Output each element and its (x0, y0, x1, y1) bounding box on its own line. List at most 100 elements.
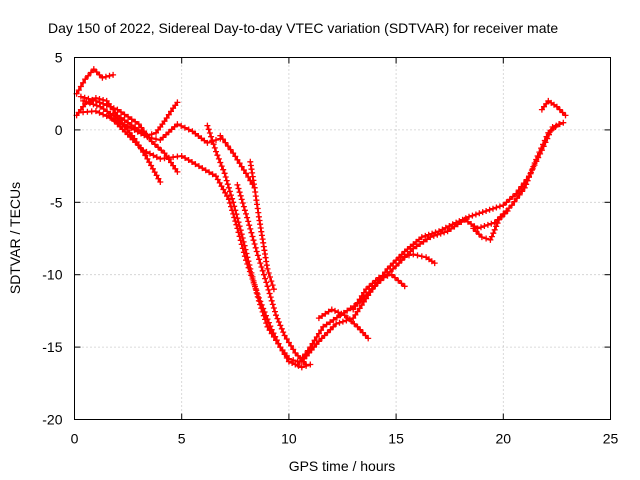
plus-marker (459, 216, 466, 223)
plus-marker (132, 118, 139, 125)
plus-marker (229, 195, 236, 202)
plus-marker (356, 305, 363, 312)
plus-marker (363, 295, 370, 302)
plus-marker (80, 97, 87, 104)
plus-marker (318, 327, 325, 334)
plus-marker (519, 188, 526, 195)
plus-marker (243, 250, 250, 257)
plus-marker (146, 159, 153, 166)
plus-marker (393, 263, 400, 269)
plus-marker (172, 165, 179, 172)
plus-marker (75, 87, 82, 94)
plus-marker (218, 163, 225, 170)
satellite-track-14 (350, 271, 408, 313)
plus-marker (252, 244, 259, 251)
y-tick-label: -10 (42, 267, 62, 283)
plus-marker (324, 329, 331, 336)
plus-marker (513, 190, 520, 197)
plus-marker (111, 118, 118, 125)
plus-marker (270, 305, 277, 311)
plus-marker (339, 318, 346, 325)
plus-marker (362, 332, 369, 339)
plus-marker (265, 286, 272, 293)
plus-marker (292, 349, 299, 356)
plus-marker (155, 144, 162, 151)
y-tick-label: -20 (42, 412, 62, 428)
plot-area-frame (74, 57, 611, 420)
plus-marker (257, 260, 264, 267)
plus-marker (289, 360, 296, 366)
plus-marker (556, 106, 563, 113)
plus-marker (493, 223, 500, 230)
plus-marker (246, 222, 253, 229)
plus-marker (449, 221, 456, 228)
plus-marker (226, 188, 233, 195)
plus-marker (224, 181, 231, 188)
plus-marker (478, 234, 485, 241)
plus-marker (488, 233, 495, 240)
plus-marker (327, 326, 334, 333)
plus-marker (484, 221, 491, 228)
plus-marker (178, 122, 185, 129)
plus-marker (260, 312, 267, 319)
plus-marker (356, 296, 363, 303)
plus-marker (118, 109, 124, 115)
plus-marker (453, 219, 460, 226)
plus-marker (97, 103, 104, 110)
plus-marker (195, 163, 202, 170)
plus-marker (222, 189, 229, 196)
plus-marker (170, 162, 177, 169)
plus-marker (185, 126, 192, 133)
plus-marker (163, 115, 170, 121)
plus-marker (431, 260, 438, 267)
plus-marker (500, 202, 507, 209)
plus-marker (476, 231, 482, 238)
plus-marker (82, 76, 89, 83)
plus-marker (279, 347, 286, 354)
plus-marker (393, 257, 400, 264)
plus-marker (553, 122, 560, 129)
satellite-track-8 (217, 132, 258, 191)
plus-marker (147, 150, 153, 157)
plus-marker (275, 319, 282, 325)
plus-marker (144, 155, 151, 162)
plus-marker (360, 289, 367, 296)
plus-marker (526, 173, 532, 180)
plus-marker (559, 109, 566, 116)
plus-marker (330, 316, 337, 323)
plus-marker (250, 277, 257, 284)
plus-marker (387, 263, 394, 269)
plus-marker (375, 274, 382, 281)
plus-marker (401, 253, 408, 260)
plus-marker (388, 271, 395, 278)
plus-marker (148, 138, 155, 145)
plus-marker (520, 180, 527, 187)
plus-marker (481, 223, 488, 229)
plus-marker (508, 202, 515, 209)
plus-marker (86, 100, 93, 107)
plus-marker (396, 260, 402, 267)
plus-marker (533, 158, 540, 165)
plus-marker (181, 124, 188, 131)
plus-marker (264, 323, 271, 330)
plus-marker (89, 96, 96, 103)
plus-marker (515, 187, 522, 194)
plus-marker (87, 69, 94, 76)
plus-marker (537, 150, 544, 157)
plus-marker (357, 326, 364, 333)
plus-marker (231, 214, 238, 221)
plus-marker (140, 147, 147, 154)
plus-marker (367, 289, 374, 296)
plus-marker (161, 118, 168, 125)
plus-marker (278, 325, 285, 332)
plus-marker (237, 227, 244, 234)
plus-marker (185, 157, 192, 163)
plus-marker (330, 323, 337, 330)
plus-marker (138, 124, 145, 131)
plus-marker (204, 122, 211, 129)
plus-marker (96, 109, 103, 116)
plus-marker (313, 334, 320, 340)
plus-marker (395, 277, 402, 284)
plus-marker (174, 121, 181, 128)
